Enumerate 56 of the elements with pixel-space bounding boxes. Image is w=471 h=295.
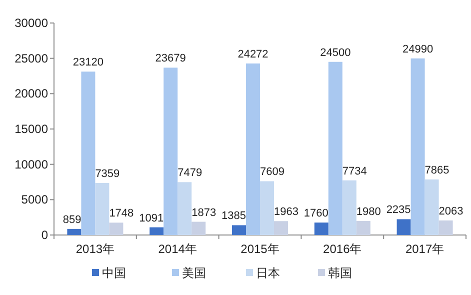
data-label: 1748 bbox=[109, 208, 134, 220]
data-label: 1385 bbox=[222, 210, 246, 222]
data-label: 1873 bbox=[192, 206, 216, 219]
bar bbox=[232, 225, 246, 235]
bar bbox=[260, 181, 274, 235]
bar bbox=[95, 182, 110, 235]
y-tick-label: 25000 bbox=[14, 51, 48, 66]
bar bbox=[424, 179, 439, 235]
bar bbox=[109, 222, 124, 235]
data-label: 7865 bbox=[424, 164, 450, 176]
bar bbox=[438, 220, 453, 235]
legend-label: 日本 bbox=[256, 266, 280, 280]
y-tick-label: 0 bbox=[41, 228, 48, 242]
x-tick-label: 2013年 bbox=[76, 242, 115, 256]
y-tick-label: 10000 bbox=[14, 157, 48, 172]
legend-label: 美国 bbox=[182, 266, 206, 280]
data-label: 2063 bbox=[438, 205, 464, 218]
y-tick-label: 30000 bbox=[14, 16, 48, 30]
data-label: 24500 bbox=[320, 46, 351, 59]
data-label: 859 bbox=[62, 214, 82, 226]
bar bbox=[67, 228, 82, 235]
data-label: 7479 bbox=[178, 167, 202, 180]
data-label: 1760 bbox=[304, 208, 328, 220]
x-tick-label: 2016年 bbox=[323, 242, 362, 256]
data-label: 23120 bbox=[72, 56, 104, 69]
bar bbox=[274, 221, 288, 235]
x-tick-label: 2017年 bbox=[405, 242, 444, 256]
y-tick-label: 15000 bbox=[14, 122, 48, 136]
x-tick-label: 2015年 bbox=[240, 242, 280, 256]
data-label: 1963 bbox=[274, 206, 298, 218]
bar bbox=[342, 180, 356, 235]
x-tick-label: 2014年 bbox=[158, 242, 197, 256]
data-label: 7359 bbox=[95, 168, 120, 180]
bar bbox=[178, 182, 192, 235]
bar bbox=[410, 58, 425, 235]
bar bbox=[164, 68, 178, 235]
bar bbox=[192, 222, 206, 235]
data-label: 1980 bbox=[356, 206, 381, 218]
data-label: 7609 bbox=[260, 166, 284, 178]
legend-label: 韩国 bbox=[328, 266, 352, 280]
data-label: 24272 bbox=[238, 48, 268, 60]
data-label: 1091 bbox=[139, 212, 164, 224]
data-label: 24990 bbox=[402, 43, 434, 56]
legend-label: 中国 bbox=[102, 266, 126, 280]
data-label: 2235 bbox=[386, 204, 411, 216]
bar bbox=[328, 62, 342, 235]
bar bbox=[314, 222, 328, 235]
data-label: 7734 bbox=[342, 165, 367, 178]
bar bbox=[356, 221, 370, 235]
bar bbox=[246, 63, 260, 235]
bar bbox=[81, 72, 96, 235]
bar bbox=[150, 227, 164, 235]
y-tick-label: 5000 bbox=[21, 192, 48, 207]
data-label: 23679 bbox=[155, 52, 186, 65]
y-tick-label: 20000 bbox=[14, 86, 48, 101]
bar bbox=[396, 219, 411, 235]
